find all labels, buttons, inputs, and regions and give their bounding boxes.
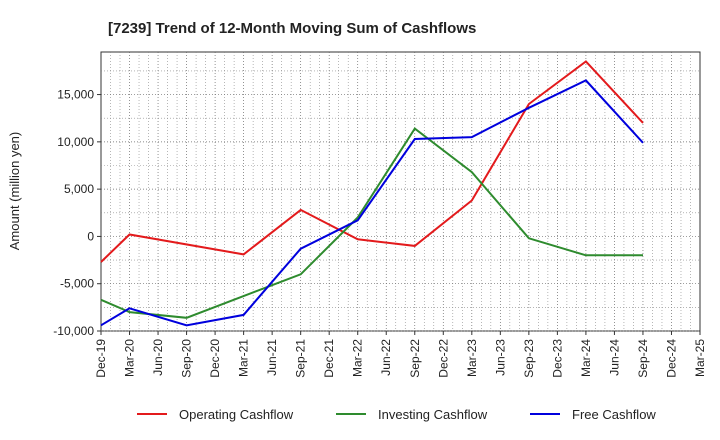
- x-tick-label: Jun-22: [379, 339, 393, 376]
- y-tick-label: 5,000: [64, 182, 94, 196]
- x-tick-label: Dec-23: [550, 339, 564, 378]
- x-tick-label: Jun-21: [265, 339, 279, 376]
- x-tick-label: Dec-20: [208, 339, 222, 378]
- x-tick-label: Sep-23: [522, 339, 536, 378]
- x-tick-label: Sep-24: [636, 339, 650, 378]
- legend: Operating Cashflow Investing Cashflow Free…: [137, 407, 656, 422]
- plot-area: [100, 51, 701, 332]
- investing-cashflow-legend-label: Investing Cashflow: [378, 407, 488, 422]
- plot-frame: [100, 51, 701, 332]
- x-tick-label: Sep-20: [180, 339, 194, 378]
- x-axis-ticks: Dec-19 Mar-20 Jun-20 Sep-20 Dec-20 Mar-21 Jun-…: [94, 331, 707, 378]
- x-tick-label: Jun-24: [607, 339, 621, 376]
- y-axis-label: Amount (million yen): [7, 132, 22, 251]
- x-tick-label: Mar-22: [351, 339, 365, 377]
- x-tick-label: Mar-24: [579, 339, 593, 377]
- x-tick-label: Dec-21: [322, 339, 336, 378]
- series-lines: [100, 60, 644, 327]
- y-tick-label: 0: [87, 229, 94, 243]
- operating-cashflow-legend-label: Operating Cashflow: [179, 407, 294, 422]
- y-tick-label: 15,000: [57, 88, 94, 102]
- x-tick-label: Mar-20: [123, 339, 137, 377]
- free-cashflow-line: [100, 79, 644, 327]
- x-tick-label: Jun-20: [151, 339, 165, 376]
- operating-cashflow-line: [100, 60, 644, 263]
- x-tick-label: Sep-21: [294, 339, 308, 378]
- x-tick-label: Jun-23: [493, 339, 507, 376]
- y-axis-ticks: -10,000 -5,000 0 5,000 10,000 15,000: [53, 88, 101, 338]
- x-tick-label: Dec-22: [436, 339, 450, 378]
- y-tick-label: -10,000: [53, 324, 94, 338]
- x-tick-label: Dec-24: [664, 339, 678, 378]
- grid-lines: [101, 52, 700, 332]
- x-tick-label: Mar-21: [237, 339, 251, 377]
- x-tick-label: Mar-25: [693, 339, 707, 377]
- y-tick-label: 10,000: [57, 135, 94, 149]
- x-tick-label: Mar-23: [465, 339, 479, 377]
- y-tick-label: -5,000: [60, 277, 94, 291]
- x-tick-label: Sep-22: [408, 339, 422, 378]
- chart-title: [7239] Trend of 12-Month Moving Sum of C…: [108, 20, 476, 37]
- x-tick-label: Dec-19: [94, 339, 108, 378]
- investing-cashflow-line: [100, 127, 643, 319]
- free-cashflow-legend-label: Free Cashflow: [572, 407, 656, 422]
